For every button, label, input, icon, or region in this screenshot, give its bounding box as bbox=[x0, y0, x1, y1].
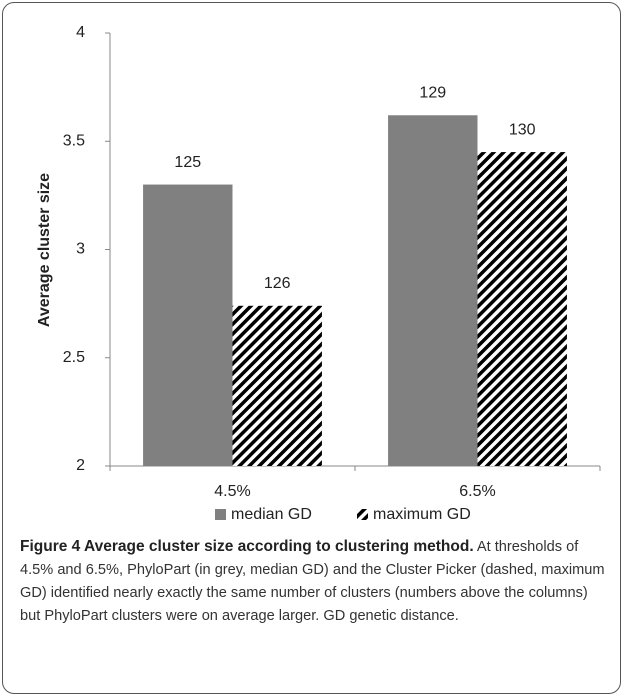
caption: Figure 4 Average cluster size according … bbox=[20, 535, 610, 628]
count-label: 125 bbox=[174, 154, 201, 171]
count-label: 130 bbox=[509, 121, 536, 138]
bar bbox=[232, 305, 322, 466]
count-label: 129 bbox=[419, 84, 446, 101]
x-tick-label: 6.5% bbox=[459, 483, 495, 500]
legend-swatch bbox=[215, 509, 226, 520]
x-tick-label: 4.5% bbox=[214, 483, 250, 500]
y-tick-label: 2.5 bbox=[63, 349, 85, 366]
legend-swatch bbox=[357, 509, 368, 520]
caption-text: At thresholds of 4.5% and 6.5%, PhyloPar… bbox=[20, 539, 605, 624]
legend-label: median GD bbox=[231, 506, 312, 523]
legend-label: maximum GD bbox=[373, 506, 471, 523]
y-axis-title: Average cluster size bbox=[36, 173, 53, 327]
count-label: 126 bbox=[264, 275, 291, 292]
bar bbox=[388, 115, 478, 467]
caption-title: Figure 4 Average cluster size according … bbox=[20, 538, 474, 555]
bar bbox=[143, 184, 233, 467]
y-tick-label: 3 bbox=[76, 241, 85, 258]
y-tick-label: 4 bbox=[76, 24, 85, 41]
y-tick-label: 2 bbox=[76, 457, 85, 474]
y-tick-label: 3.5 bbox=[63, 132, 85, 149]
bar bbox=[477, 152, 567, 466]
